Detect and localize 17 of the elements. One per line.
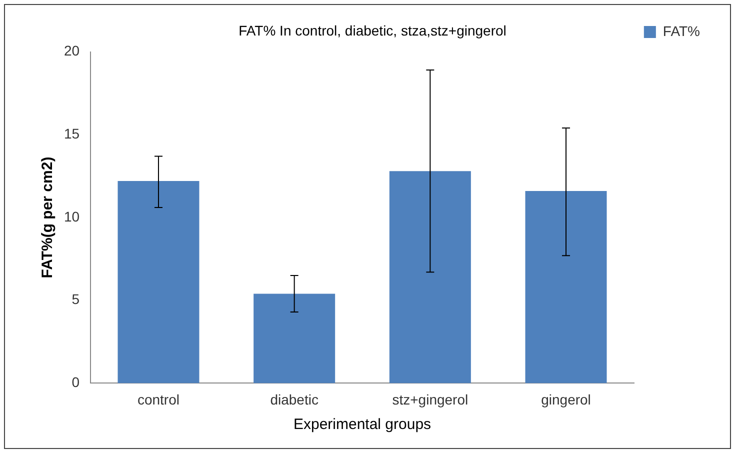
y-tick-label: 20 (64, 42, 80, 59)
y-tick-label: 10 (64, 208, 80, 224)
y-tick-label: 5 (72, 291, 80, 308)
x-tick-label: diabetic (270, 391, 318, 408)
y-axis-title: FAT%(g per cm2) (39, 156, 56, 278)
legend-label: FAT% (662, 22, 700, 39)
bar (389, 171, 471, 384)
x-tick-label: control (137, 391, 180, 408)
y-tick-label: 15 (64, 126, 80, 142)
x-tick-label: gingerol (541, 391, 591, 408)
bar (118, 181, 200, 384)
x-tick-label: stz+gingerol (392, 391, 468, 408)
bar (525, 190, 607, 384)
y-tick-label: 0 (72, 374, 80, 390)
bar (254, 294, 336, 384)
chart-title: FAT% In control, diabetic, stza,stz+gingerol (238, 22, 506, 38)
x-axis-title: Experimental groups (293, 416, 432, 434)
